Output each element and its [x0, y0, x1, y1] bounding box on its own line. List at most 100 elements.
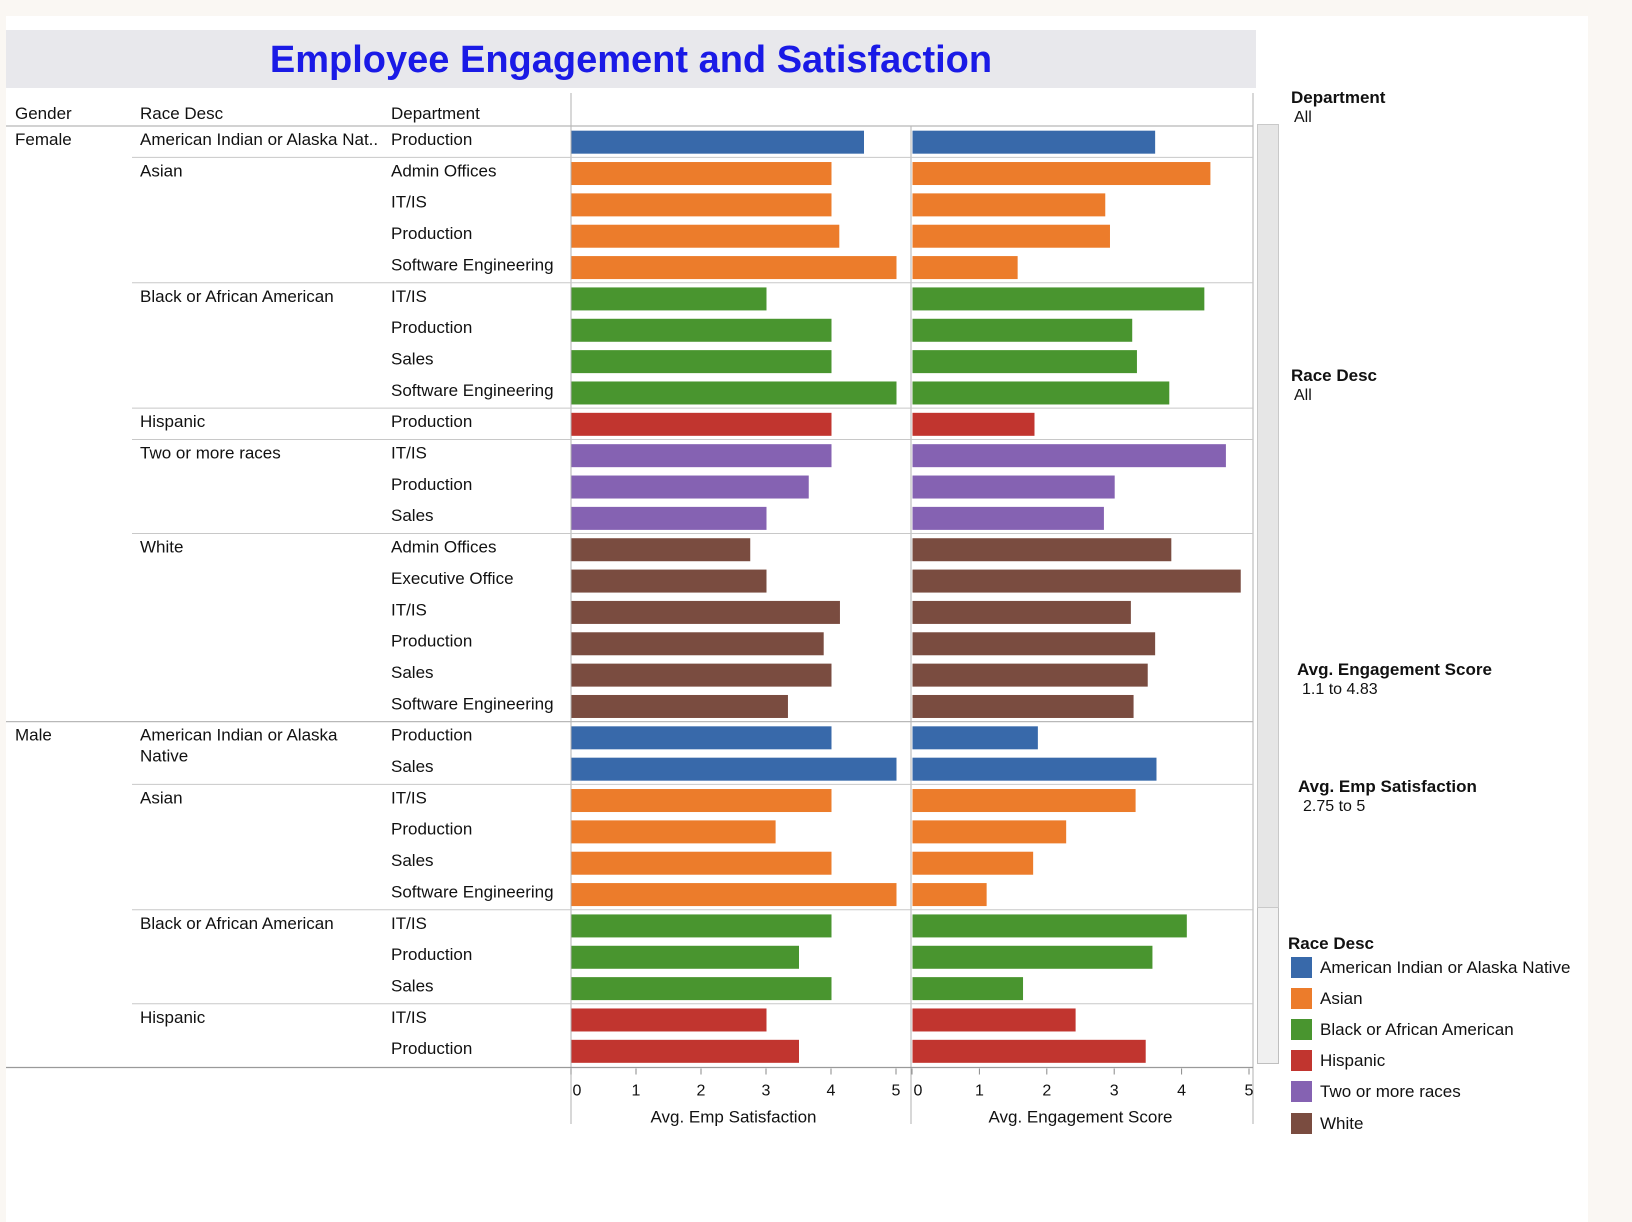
engagement-bar[interactable]	[912, 600, 1131, 624]
axis-tick-label: 4	[827, 1083, 836, 1100]
satisfaction-bar[interactable]	[571, 318, 832, 342]
axis-tick-label: 2	[1042, 1083, 1051, 1100]
satisfaction-bar[interactable]	[571, 569, 767, 593]
department-label: IT/IS	[391, 287, 427, 306]
scrollbar-thumb[interactable]	[1257, 124, 1279, 908]
satisfaction-bar[interactable]	[571, 663, 832, 687]
engagement-bar[interactable]	[912, 945, 1153, 969]
satisfaction-bar[interactable]	[571, 820, 776, 844]
satisfaction-bar[interactable]	[571, 193, 832, 217]
engagement-bar[interactable]	[912, 193, 1106, 217]
engagement-bar[interactable]	[912, 287, 1205, 311]
satisfaction-bar[interactable]	[571, 1039, 800, 1063]
satisfaction-bar[interactable]	[571, 883, 897, 907]
satisfaction-bar[interactable]	[571, 914, 832, 938]
filter-engagement-range[interactable]: 1.1 to 4.83	[1302, 681, 1378, 698]
engagement-bar[interactable]	[912, 851, 1034, 875]
engagement-bar[interactable]	[912, 914, 1187, 938]
axis-tick-label: 3	[762, 1083, 771, 1100]
race-label: Black or African American	[140, 914, 334, 933]
engagement-bar[interactable]	[912, 224, 1110, 248]
satisfaction-bar[interactable]	[571, 350, 832, 374]
engagement-bar[interactable]	[912, 256, 1018, 280]
satisfaction-bar[interactable]	[571, 977, 832, 1001]
engagement-bar[interactable]	[912, 130, 1156, 154]
satisfaction-bar[interactable]	[571, 538, 751, 562]
department-label: Sales	[391, 506, 434, 525]
engagement-bar[interactable]	[912, 538, 1172, 562]
legend-label: White	[1320, 1114, 1364, 1133]
engagement-bar[interactable]	[912, 726, 1038, 750]
engagement-bar[interactable]	[912, 475, 1115, 499]
satisfaction-bar[interactable]	[571, 757, 897, 781]
department-label: IT/IS	[391, 193, 427, 212]
engagement-bar[interactable]	[912, 1039, 1146, 1063]
engagement-bar[interactable]	[912, 162, 1211, 186]
engagement-bar[interactable]	[912, 444, 1226, 468]
engagement-bar[interactable]	[912, 381, 1170, 405]
satisfaction-bar[interactable]	[571, 726, 832, 750]
engagement-bar[interactable]	[912, 1008, 1076, 1032]
legend-title: Race Desc	[1288, 934, 1375, 953]
department-label: Production	[391, 412, 472, 431]
axis-tick-label: 5	[892, 1083, 901, 1100]
engagement-bar[interactable]	[912, 350, 1137, 374]
legend-label: Asian	[1320, 989, 1363, 1008]
department-label: IT/IS	[391, 600, 427, 619]
race-label: Hispanic	[140, 412, 206, 431]
satisfaction-bar[interactable]	[571, 287, 767, 311]
satisfaction-bar[interactable]	[571, 256, 897, 280]
engagement-bar[interactable]	[912, 506, 1104, 530]
race-label: Asian	[140, 788, 183, 807]
engagement-bar[interactable]	[912, 883, 987, 907]
satisfaction-bar[interactable]	[571, 789, 832, 813]
axis-tick-label: 5	[1245, 1083, 1254, 1100]
legend-swatch	[1291, 1019, 1312, 1040]
satisfaction-bar[interactable]	[571, 444, 832, 468]
engagement-bar[interactable]	[912, 757, 1157, 781]
engagement-bar[interactable]	[912, 977, 1024, 1001]
legend-swatch	[1291, 1113, 1312, 1134]
legend-label: Two or more races	[1320, 1082, 1461, 1101]
satisfaction-bar[interactable]	[571, 412, 832, 436]
satisfaction-bar[interactable]	[571, 381, 897, 405]
department-label: Admin Offices	[391, 161, 497, 180]
satisfaction-bar[interactable]	[571, 945, 800, 969]
filter-satisfaction-label: Avg. Emp Satisfaction	[1298, 777, 1477, 796]
race-label: Hispanic	[140, 1008, 206, 1027]
legend-label: Black or African American	[1320, 1020, 1514, 1039]
satisfaction-bar[interactable]	[571, 224, 840, 248]
filter-satisfaction-range[interactable]: 2.75 to 5	[1303, 798, 1366, 815]
department-label: Production	[391, 318, 472, 337]
satisfaction-bar[interactable]	[571, 851, 832, 875]
satisfaction-bar[interactable]	[571, 600, 840, 624]
satisfaction-bar[interactable]	[571, 1008, 767, 1032]
axis-tick-label: 0	[573, 1083, 582, 1100]
engagement-bar[interactable]	[912, 569, 1241, 593]
satisfaction-bar[interactable]	[571, 475, 809, 499]
satisfaction-bar[interactable]	[571, 162, 832, 186]
filter-department-value[interactable]: All	[1294, 109, 1312, 126]
axis-tick-label: 0	[914, 1083, 923, 1100]
department-label: Software Engineering	[391, 694, 554, 713]
satisfaction-bar[interactable]	[571, 506, 767, 530]
column-header-race: Race Desc	[140, 104, 224, 123]
engagement-bar[interactable]	[912, 632, 1156, 656]
engagement-bar[interactable]	[912, 789, 1136, 813]
engagement-bar[interactable]	[912, 820, 1067, 844]
engagement-bar[interactable]	[912, 694, 1134, 718]
engagement-bar[interactable]	[912, 412, 1035, 436]
satisfaction-bar[interactable]	[571, 632, 824, 656]
engagement-bar[interactable]	[912, 663, 1148, 687]
engagement-bar[interactable]	[912, 318, 1133, 342]
axis-title: Avg. Engagement Score	[989, 1108, 1173, 1127]
department-label: Production	[391, 820, 472, 839]
title-bar: Employee Engagement and Satisfaction	[6, 30, 1256, 88]
satisfaction-bar[interactable]	[571, 130, 865, 154]
race-label: Two or more races	[140, 444, 281, 463]
department-label: IT/IS	[391, 444, 427, 463]
filter-race-value[interactable]: All	[1294, 387, 1312, 404]
satisfaction-bar[interactable]	[571, 694, 788, 718]
department-label: Production	[391, 224, 472, 243]
department-label: Software Engineering	[391, 882, 554, 901]
